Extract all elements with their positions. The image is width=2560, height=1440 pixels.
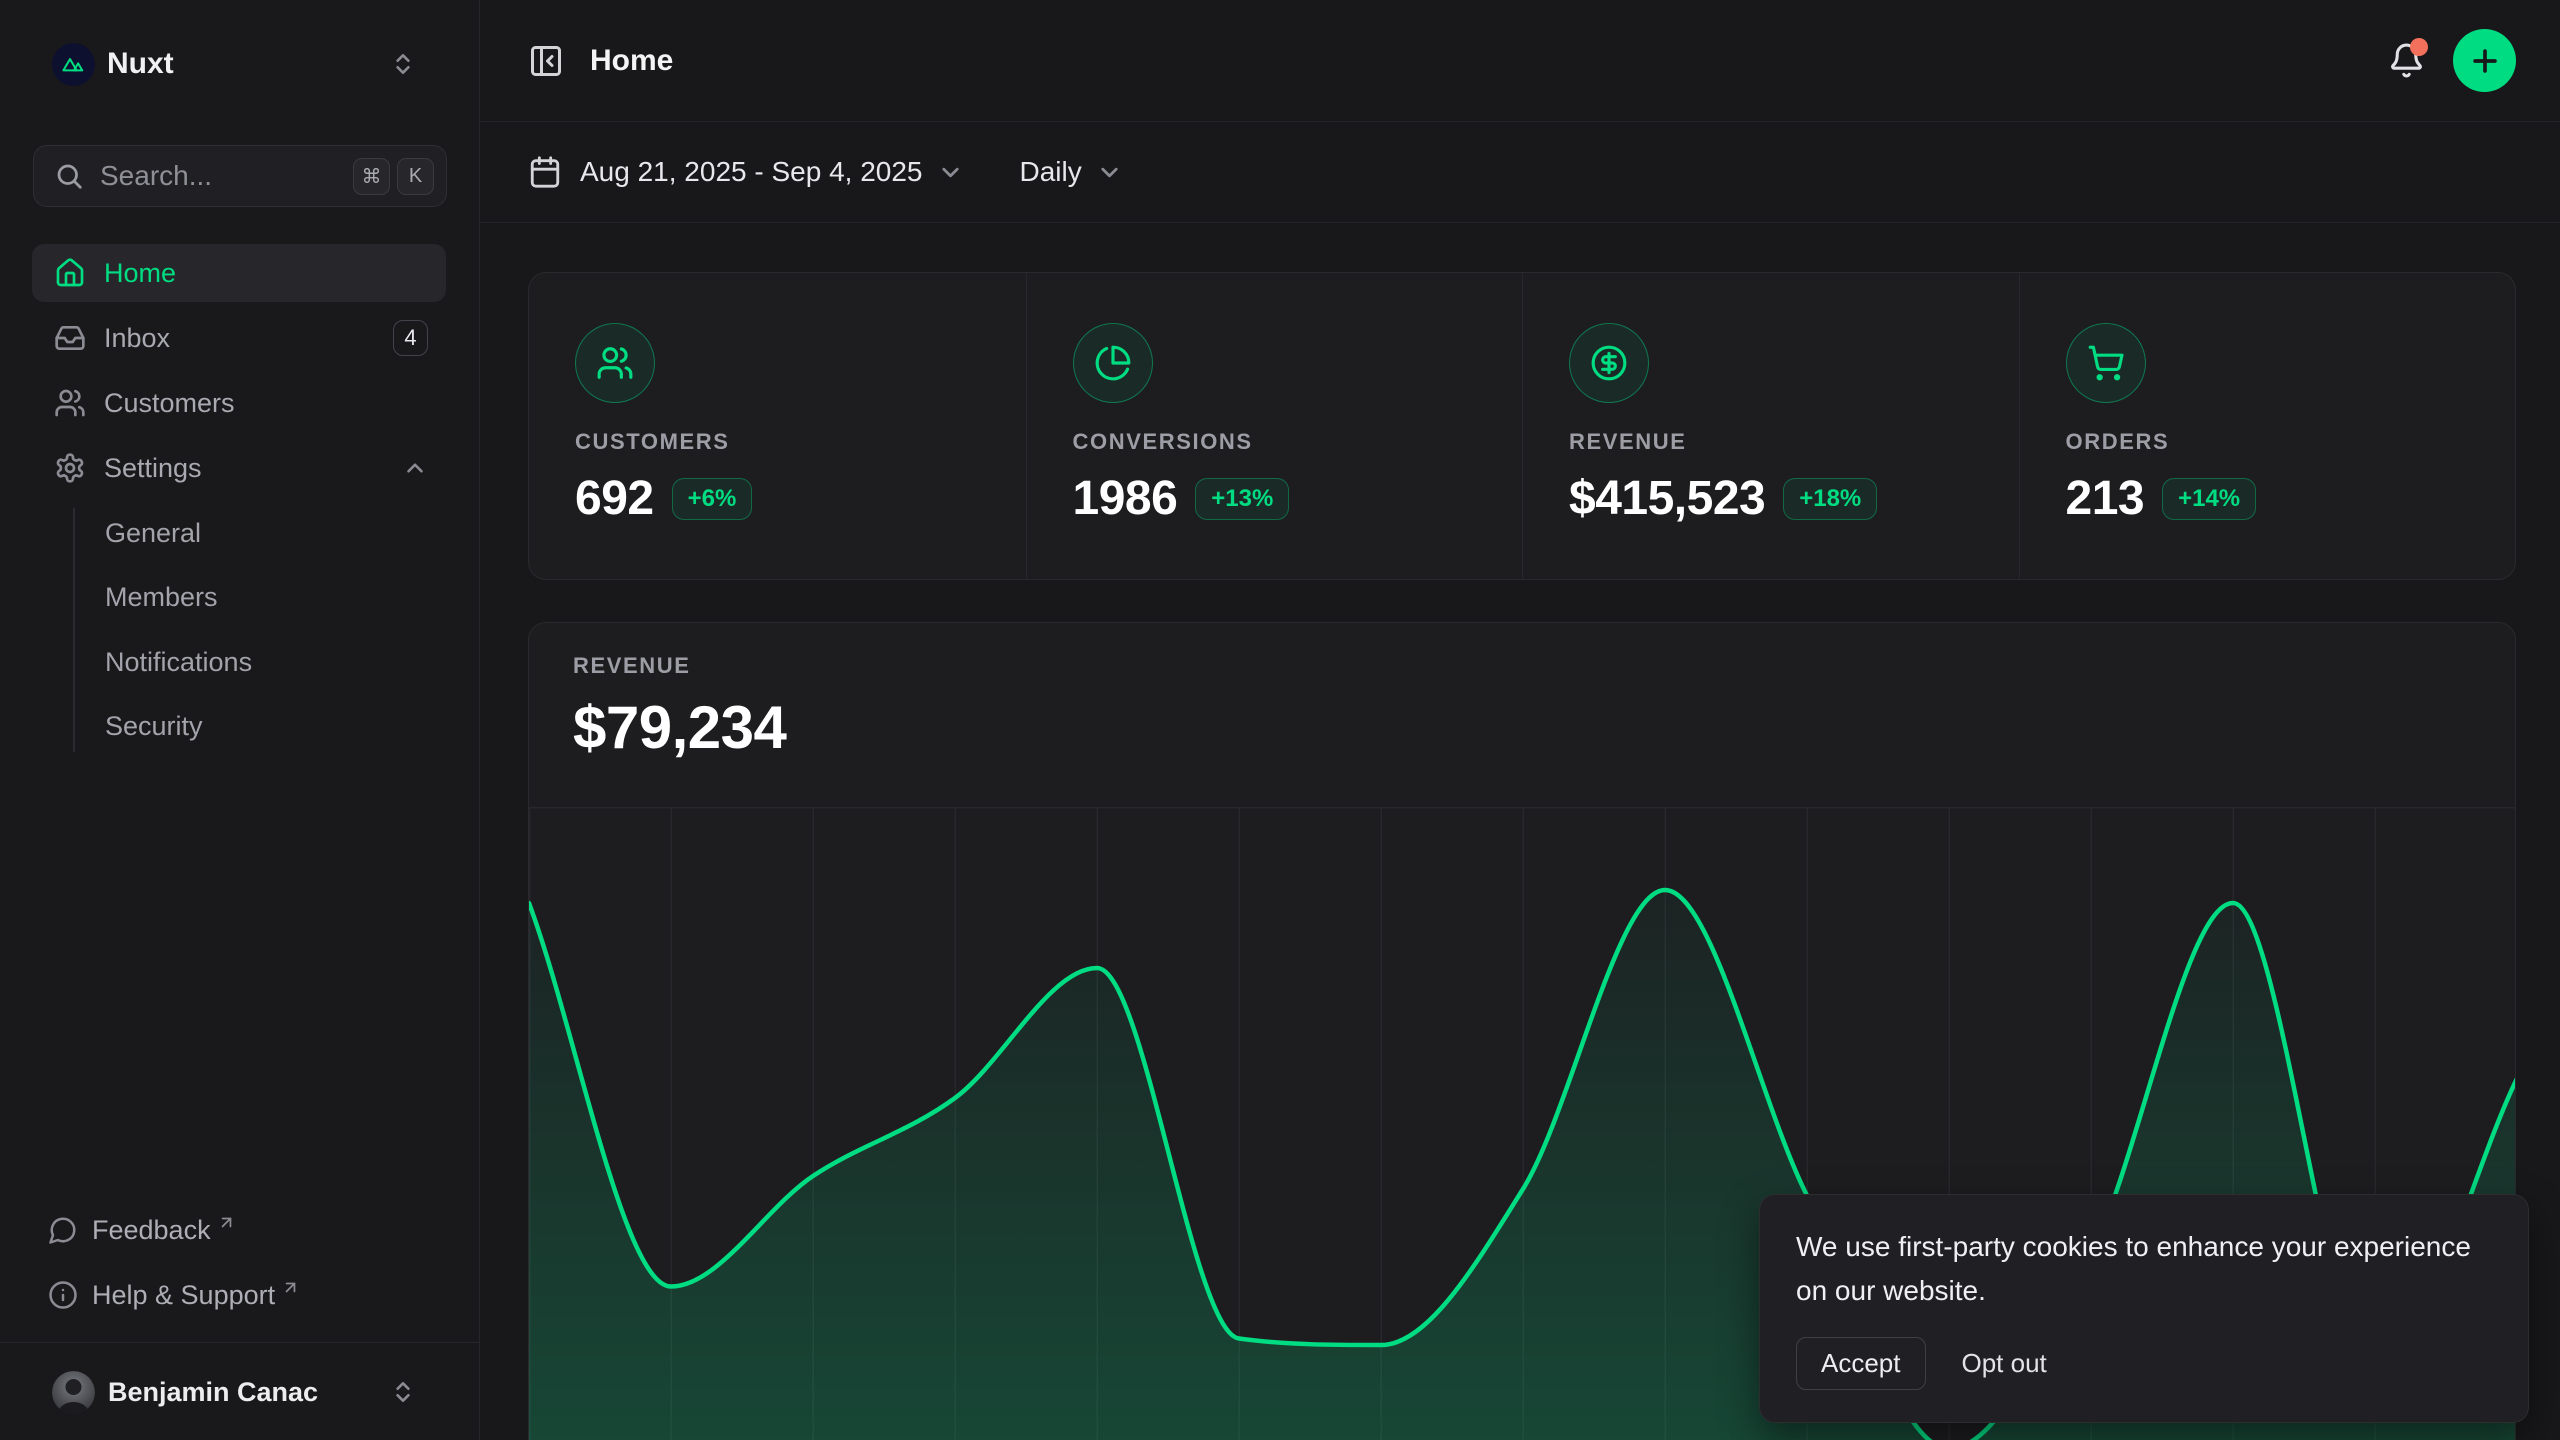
header-actions — [2388, 29, 2516, 92]
help-support-label: Help & Support — [92, 1276, 275, 1314]
stat-label: REVENUE — [1569, 429, 2019, 455]
stat-icon-badge — [2066, 323, 2146, 403]
chevron-down-icon — [1096, 159, 1123, 186]
stat-label: CONVERSIONS — [1073, 429, 1523, 455]
stat-icon-badge — [1073, 323, 1153, 403]
notifications-button[interactable] — [2388, 42, 2425, 79]
stat-conversions[interactable]: CONVERSIONS 1986 +13% — [1026, 273, 1523, 579]
chevrons-up-down-icon — [390, 1379, 416, 1405]
sidebar-item-label: Settings — [104, 453, 202, 484]
subnav-guide-line — [73, 508, 75, 752]
stat-label: CUSTOMERS — [575, 429, 1026, 455]
sidebar-divider — [0, 1342, 480, 1343]
sidebar-item-label: Members — [105, 582, 218, 613]
sidebar-item-label: Notifications — [105, 647, 252, 678]
user-name: Benjamin Canac — [108, 1377, 318, 1408]
page-title: Home — [590, 44, 673, 78]
sidebar-item-general[interactable]: General — [73, 504, 446, 562]
gear-icon — [54, 452, 86, 484]
granularity-select[interactable]: Daily — [1020, 156, 1123, 188]
sidebar-item-label: Security — [105, 711, 203, 742]
stat-icon-badge — [575, 323, 655, 403]
sidebar-item-label: Customers — [104, 388, 235, 419]
message-circle-icon — [48, 1215, 78, 1245]
sidebar-item-members[interactable]: Members — [73, 569, 446, 627]
kbd-k: K — [397, 158, 434, 195]
search-input-wrap[interactable]: ⌘ K — [33, 145, 447, 207]
feedback-link[interactable]: Feedback — [48, 1211, 236, 1255]
kbd-cmd: ⌘ — [353, 158, 390, 195]
add-button[interactable] — [2453, 29, 2516, 92]
sidebar-item-inbox[interactable]: Inbox 4 — [32, 309, 446, 367]
granularity-value: Daily — [1020, 156, 1082, 188]
pie-chart-icon — [1094, 344, 1132, 382]
users-icon — [54, 387, 86, 419]
filters-toolbar: Aug 21, 2025 - Sep 4, 2025 Daily — [480, 122, 2560, 223]
stat-change-badge: +6% — [672, 478, 753, 520]
sidebar-item-label: Inbox — [104, 323, 170, 354]
user-menu[interactable]: Benjamin Canac — [52, 1368, 448, 1416]
chevron-up-icon — [402, 455, 428, 481]
arrow-up-right-icon — [217, 1213, 236, 1232]
sidebar-item-label: Home — [104, 258, 176, 289]
settings-subnav: General Members Notifications Security — [32, 504, 446, 756]
stat-value: $415,523 — [1569, 475, 1765, 523]
stat-value: 692 — [575, 475, 654, 523]
sidebar-item-security[interactable]: Security — [73, 698, 446, 756]
sidebar-item-notifications[interactable]: Notifications — [73, 633, 446, 691]
stat-change-badge: +18% — [1783, 478, 1877, 520]
chevrons-up-down-icon — [390, 51, 416, 77]
circle-dollar-icon — [1590, 344, 1628, 382]
cart-icon — [2087, 344, 2125, 382]
stat-change-badge: +14% — [2162, 478, 2256, 520]
info-icon — [48, 1280, 78, 1310]
search-input[interactable] — [100, 160, 346, 192]
sidebar-item-home[interactable]: Home — [32, 244, 446, 302]
stats-card: CUSTOMERS 692 +6% CONVERSIONS 1986 +13% … — [528, 272, 2516, 580]
workspace-name: Nuxt — [107, 47, 174, 81]
users-icon — [596, 344, 634, 382]
stat-icon-badge — [1569, 323, 1649, 403]
date-range-value: Aug 21, 2025 - Sep 4, 2025 — [580, 156, 923, 188]
revenue-chart-label: REVENUE — [573, 653, 2515, 679]
accept-button[interactable]: Accept — [1796, 1337, 1926, 1390]
stat-change-badge: +13% — [1195, 478, 1289, 520]
chevron-down-icon — [937, 159, 964, 186]
search-icon — [54, 161, 84, 191]
plus-icon — [2468, 44, 2502, 78]
avatar — [52, 1371, 95, 1414]
cookie-banner: We use first-party cookies to enhance yo… — [1759, 1194, 2529, 1423]
stat-customers[interactable]: CUSTOMERS 692 +6% — [529, 273, 1026, 579]
panel-left-close-icon — [528, 43, 564, 79]
workspace-switcher[interactable]: Nuxt — [52, 42, 448, 86]
stat-label: ORDERS — [2066, 429, 2516, 455]
page-header: Home — [480, 0, 2560, 122]
sidebar-item-settings[interactable]: Settings — [32, 439, 446, 497]
nuxt-logo-icon — [52, 43, 95, 86]
help-support-link[interactable]: Help & Support — [48, 1276, 300, 1320]
inbox-icon — [54, 322, 86, 354]
stat-orders[interactable]: ORDERS 213 +14% — [2019, 273, 2516, 579]
stat-value: 1986 — [1073, 475, 1178, 523]
revenue-chart-value: $79,234 — [573, 693, 2515, 762]
stat-value: 213 — [2066, 475, 2145, 523]
notification-dot — [2410, 38, 2428, 56]
stat-revenue[interactable]: REVENUE $415,523 +18% — [1522, 273, 2019, 579]
sidebar: Nuxt ⌘ K Home Inbox 4 Customers Settings — [0, 0, 480, 1440]
arrow-up-right-icon — [281, 1278, 300, 1297]
cookie-message: We use first-party cookies to enhance yo… — [1796, 1225, 2492, 1313]
feedback-label: Feedback — [92, 1211, 211, 1249]
calendar-icon — [528, 155, 562, 189]
sidebar-item-customers[interactable]: Customers — [32, 374, 446, 432]
sidebar-item-label: General — [105, 518, 201, 549]
date-range-picker[interactable]: Aug 21, 2025 - Sep 4, 2025 — [528, 155, 964, 189]
collapse-sidebar-button[interactable] — [528, 43, 564, 79]
house-icon — [54, 257, 86, 289]
inbox-count-badge: 4 — [393, 320, 428, 356]
sidebar-nav: Home Inbox 4 Customers Settings General … — [32, 244, 446, 762]
opt-out-button[interactable]: Opt out — [1962, 1338, 2047, 1389]
